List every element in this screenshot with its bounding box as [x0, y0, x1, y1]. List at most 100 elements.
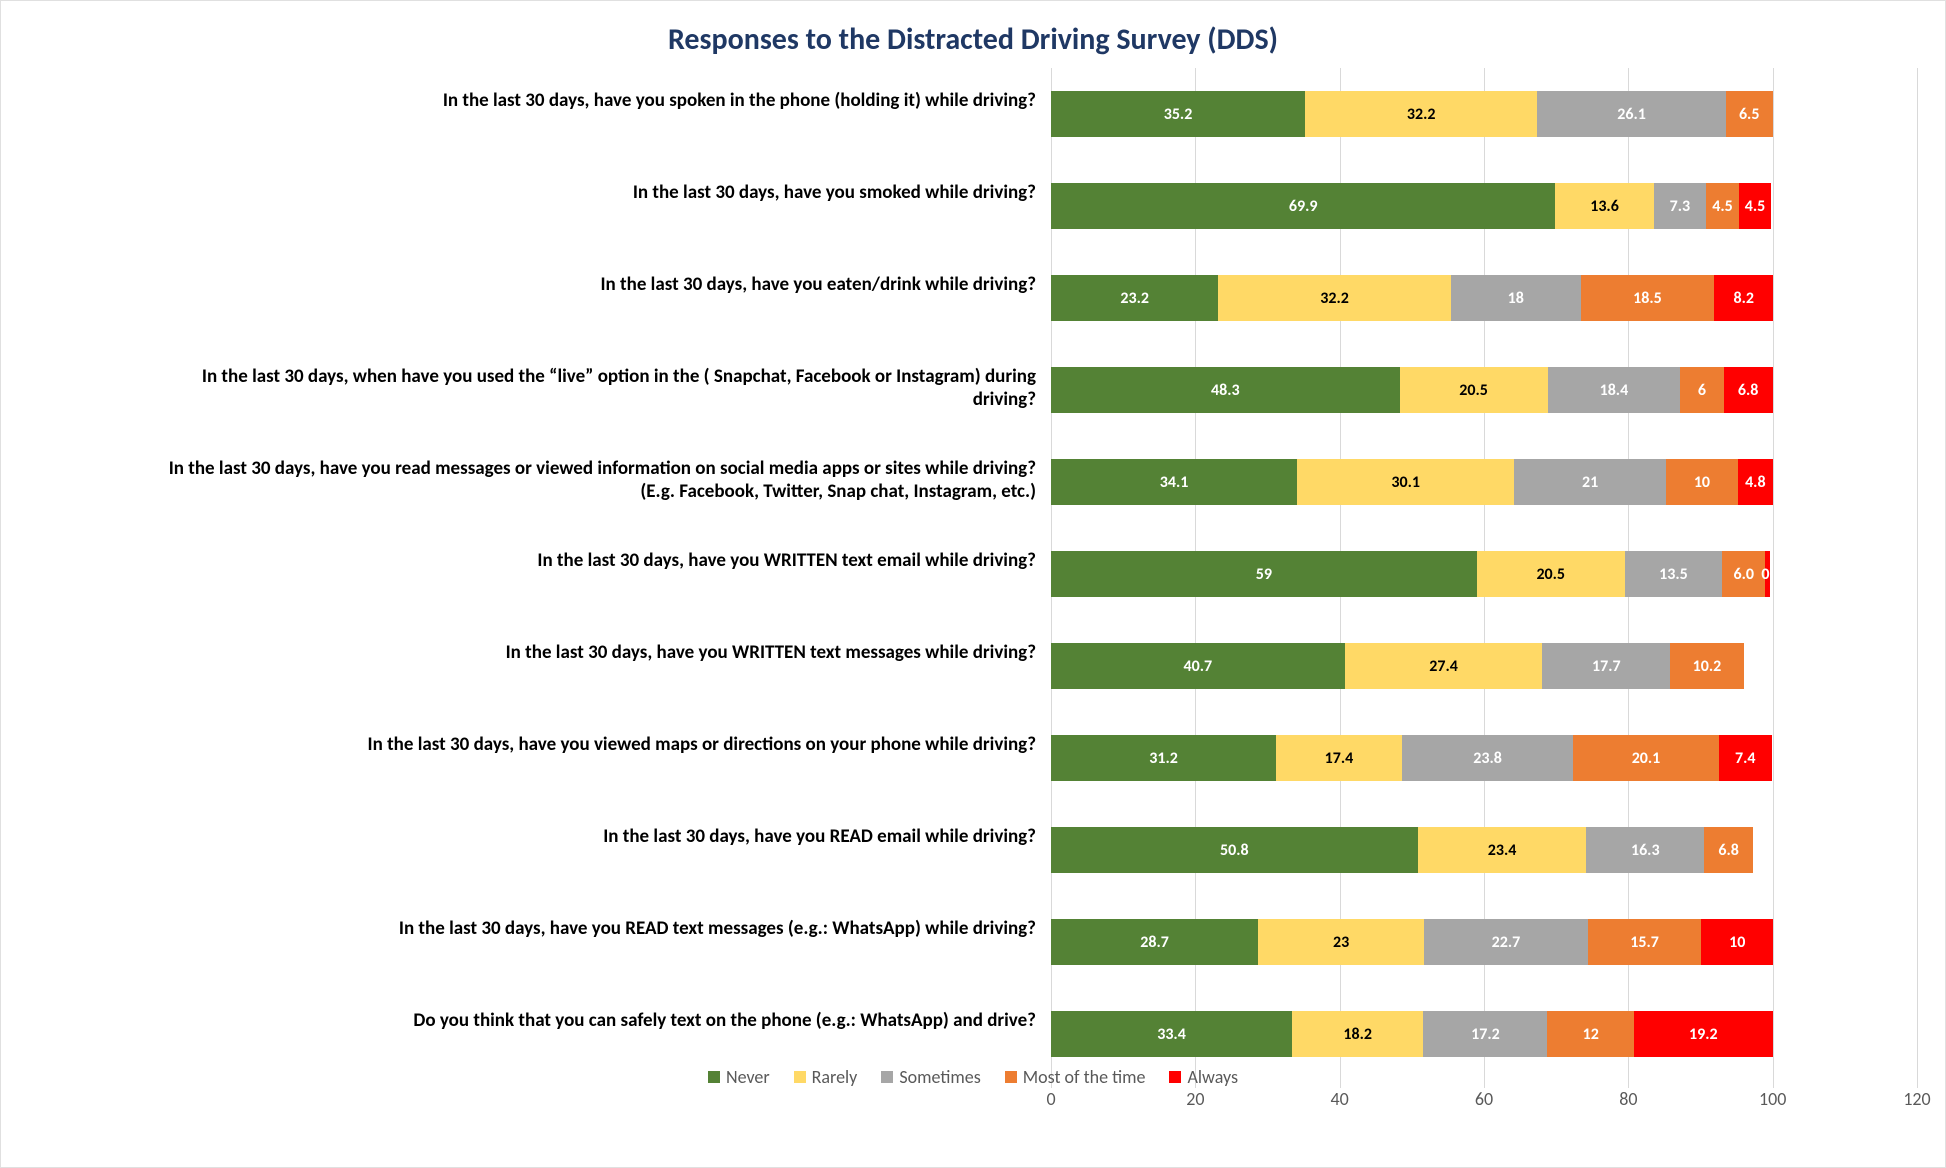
- bar-segment: 6: [1680, 367, 1723, 413]
- bar-segment: 10: [1701, 919, 1773, 965]
- question-label: In the last 30 days, when have you used …: [136, 366, 1036, 412]
- bar-segment: 23.8: [1402, 735, 1574, 781]
- plot-area: In the last 30 days, have you spoken in …: [31, 68, 1915, 1118]
- bar-row: 31.2 17.4 23.8 20.1 7.4: [1051, 735, 1772, 781]
- bar-value-label: 18.4: [1600, 381, 1629, 400]
- bar-value-label: 18: [1508, 289, 1524, 308]
- bar-segment: 30.1: [1297, 459, 1514, 505]
- bar-segment: 26.1: [1537, 91, 1725, 137]
- bar-value-label: 10: [1694, 473, 1710, 492]
- bar-segment: 13.5: [1625, 551, 1722, 597]
- bar-segment: 12: [1547, 1011, 1634, 1057]
- x-axis-tick: 120: [1903, 1088, 1930, 1110]
- bar-segment: 35.2: [1051, 91, 1305, 137]
- legend-item: Sometimes: [881, 1066, 980, 1088]
- bar-row: 48.3 20.5 18.4 6 6.8: [1051, 367, 1773, 413]
- bar-value-label: 20.5: [1459, 381, 1488, 400]
- bar-value-label: 28.7: [1140, 933, 1169, 952]
- legend-label: Rarely: [812, 1066, 858, 1088]
- bar-segment: 4.5: [1739, 183, 1771, 229]
- bar-segment: 17.7: [1542, 643, 1670, 689]
- bar-value-label: 12: [1583, 1025, 1599, 1044]
- bar-value-label: 35.2: [1164, 105, 1193, 124]
- bar-segment: 7.3: [1654, 183, 1707, 229]
- bar-value-label: 32.2: [1407, 105, 1436, 124]
- gridline: [1917, 68, 1918, 1088]
- bar-row: 35.2 32.2 26.1 6.5: [1051, 91, 1773, 137]
- bar-value-label: 23.4: [1488, 841, 1517, 860]
- legend-swatch: [794, 1071, 806, 1083]
- legend-label: Sometimes: [899, 1066, 980, 1088]
- bar-value-label: 4.5: [1712, 197, 1733, 216]
- question-label: In the last 30 days, have you read messa…: [136, 458, 1036, 504]
- bar-row: 23.232.2 18 18.5 8.2: [1051, 275, 1773, 321]
- question-label: In the last 30 days, have you WRITTEN te…: [136, 642, 1036, 665]
- bar-segment: 4.8: [1738, 459, 1773, 505]
- bar-value-label: 13.5: [1659, 565, 1688, 584]
- bar-segment: 17.4: [1276, 735, 1402, 781]
- question-label: In the last 30 days, have you READ text …: [136, 918, 1036, 941]
- bar-value-label: 23.8: [1473, 749, 1502, 768]
- bar-segment: 34.1: [1051, 459, 1297, 505]
- bar-value-label: 7.4: [1735, 749, 1756, 768]
- bar-segment: 28.7: [1051, 919, 1258, 965]
- bar-segment: 23.4: [1418, 827, 1587, 873]
- bar-value-label: 10: [1729, 933, 1745, 952]
- x-axis-tick: 20: [1186, 1088, 1204, 1110]
- bar-value-label: 50.8: [1220, 841, 1249, 860]
- bar-value-label: 6.8: [1718, 841, 1739, 860]
- legend-swatch: [1169, 1071, 1181, 1083]
- bar-value-label: 4.8: [1745, 473, 1766, 492]
- bar-value-label: 19.2: [1689, 1025, 1718, 1044]
- bar-value-label: 13.6: [1590, 197, 1619, 216]
- bar-value-label: 34.1: [1160, 473, 1189, 492]
- bar-segment: 7.4: [1719, 735, 1772, 781]
- bar-value-label: 17.2: [1471, 1025, 1500, 1044]
- bar-value-label: 8.2: [1734, 289, 1755, 308]
- bar-value-label: 31.2: [1149, 749, 1178, 768]
- bar-segment: 10.2: [1670, 643, 1744, 689]
- bar-segment: 18.4: [1548, 367, 1681, 413]
- bar-segment: 17.2: [1423, 1011, 1547, 1057]
- bar-value-label: 30.1: [1391, 473, 1420, 492]
- bar-value-label: 40.7: [1184, 657, 1213, 676]
- bar-value-label: 69.9: [1289, 197, 1318, 216]
- bar-segment: 27.4: [1345, 643, 1543, 689]
- bar-segment: 18.2: [1292, 1011, 1423, 1057]
- question-label: In the last 30 days, have you READ email…: [136, 826, 1036, 849]
- bar-value-label: 22.7: [1492, 933, 1521, 952]
- bar-value-label: 20.5: [1536, 565, 1565, 584]
- bar-value-label: 26.1: [1617, 105, 1646, 124]
- bar-segment: 20.1: [1573, 735, 1718, 781]
- bar-value-label: 18.5: [1633, 289, 1662, 308]
- bar-value-label: 6.8: [1738, 381, 1759, 400]
- bar-segment: 40.7: [1051, 643, 1345, 689]
- bar-value-label: 4.5: [1745, 197, 1766, 216]
- bar-value-label: 16.3: [1631, 841, 1660, 860]
- bar-segment: 4.5: [1706, 183, 1738, 229]
- bar-segment: 6.0: [1722, 551, 1765, 597]
- bar-segment: 32.2: [1218, 275, 1450, 321]
- legend-item: Most of the time: [1005, 1066, 1146, 1088]
- bar-segment: 15.7: [1588, 919, 1701, 965]
- x-axis-tick: 40: [1331, 1088, 1349, 1110]
- bar-segment: 31.2: [1051, 735, 1276, 781]
- bar-value-label: 17.4: [1325, 749, 1354, 768]
- legend-item: Rarely: [794, 1066, 858, 1088]
- bar-segment: 21: [1514, 459, 1666, 505]
- bar-row: 28.7 23 22.7 15.7 10: [1051, 919, 1773, 965]
- chart-container: Responses to the Distracted Driving Surv…: [0, 0, 1946, 1168]
- bar-segment: 6.5: [1726, 91, 1773, 137]
- bar-segment: 59: [1051, 551, 1477, 597]
- legend-item: Always: [1169, 1066, 1238, 1088]
- bar-segment: 20.5: [1477, 551, 1625, 597]
- bar-segment: 32.2: [1305, 91, 1537, 137]
- chart-title: Responses to the Distracted Driving Surv…: [31, 21, 1915, 58]
- legend-item: Never: [708, 1066, 770, 1088]
- legend-label: Always: [1187, 1066, 1238, 1088]
- bar-value-label: 6: [1698, 381, 1706, 400]
- bar-value-label: 23: [1333, 933, 1349, 952]
- bar-value-label: 48.3: [1211, 381, 1240, 400]
- bar-segment: 0.: [1765, 551, 1769, 597]
- bar-segment: 23.2: [1051, 275, 1218, 321]
